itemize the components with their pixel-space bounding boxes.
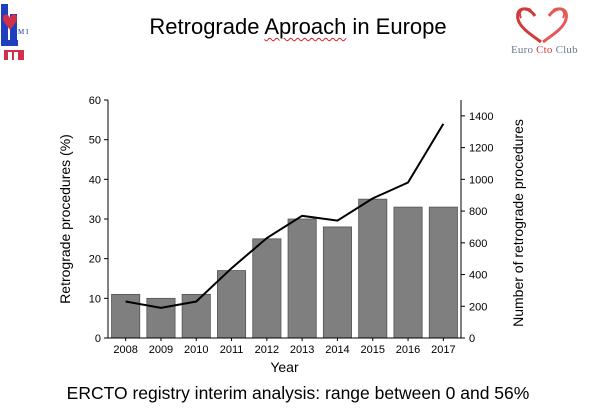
axes-layer: 0102030405060020040060080010001200140020…: [89, 95, 494, 356]
left-tick-label-50: 50: [89, 135, 101, 147]
x-tick-label-2013: 2013: [290, 344, 314, 356]
left-tick-label-10: 10: [89, 293, 101, 305]
right-tick-label-0: 0: [469, 333, 475, 345]
right-tick-label-1400: 1400: [469, 111, 493, 123]
x-tick-label-2008: 2008: [113, 344, 137, 356]
x-tick-label-2015: 2015: [361, 344, 385, 356]
bar-2008: [111, 293, 141, 339]
right-tick-label-800: 800: [469, 206, 487, 218]
bar-2016: [393, 206, 423, 339]
institution-logo-icon: [1, 4, 24, 60]
slide-title: Retrograde Aproach in Europe: [0, 14, 596, 40]
right-tick-label-1200: 1200: [469, 143, 493, 155]
left-tick-label-60: 60: [89, 95, 101, 107]
institution-logo: M I: [0, 0, 40, 62]
bar-2013: [287, 218, 317, 339]
bars-layer: [111, 198, 458, 339]
bar-2015: [358, 198, 388, 339]
left-tick-label-40: 40: [89, 174, 101, 186]
bar-2010: [181, 293, 211, 339]
bar-2014: [322, 226, 352, 339]
x-tick-label-2016: 2016: [396, 344, 420, 356]
logo-text-euro: Euro: [511, 44, 537, 56]
right-tick-label-1000: 1000: [469, 174, 493, 186]
logo-text-club: Club: [552, 44, 578, 56]
left-y-axis-label: Retrograde procedures (%): [57, 134, 73, 304]
x-axis-label: Year: [270, 359, 299, 375]
bar-2009: [146, 297, 176, 339]
right-tick-label-400: 400: [469, 270, 487, 282]
line-layer: [125, 123, 445, 309]
x-tick-label-2011: 2011: [220, 344, 244, 356]
x-tick-label-2012: 2012: [255, 344, 279, 356]
slide-title-suffix: in Europe: [346, 14, 447, 39]
x-tick-label-2017: 2017: [431, 344, 455, 356]
logo-text-cto: Cto: [536, 44, 553, 56]
x-tick-label-2009: 2009: [149, 344, 173, 356]
bar-2017: [428, 206, 458, 339]
right-tick-label-200: 200: [469, 301, 487, 313]
x-tick-label-2010: 2010: [184, 344, 208, 356]
left-tick-label-0: 0: [95, 333, 101, 345]
left-tick-label-30: 30: [89, 214, 101, 226]
bar-2012: [252, 238, 282, 339]
right-y-axis-label: Number of retrograde procedures: [510, 119, 526, 327]
euro-cto-club-logo-text: Euro Cto Club: [511, 44, 578, 56]
slide-title-prefix: Retrograde: [149, 14, 265, 39]
left-tick-label-20: 20: [89, 254, 101, 266]
institution-logo-text: M I: [18, 28, 29, 36]
right-tick-label-600: 600: [469, 238, 487, 250]
x-tick-label-2014: 2014: [325, 344, 349, 356]
euro-cto-club-logo: Euro Cto Club: [505, 2, 596, 62]
procedures-line: [125, 123, 445, 309]
slide-title-misspelled-word: Aproach: [264, 14, 347, 39]
bar-2011: [217, 270, 247, 339]
footer-caption: ERCTO registry interim analysis: range b…: [66, 383, 530, 403]
hearts-icon: [516, 7, 568, 44]
